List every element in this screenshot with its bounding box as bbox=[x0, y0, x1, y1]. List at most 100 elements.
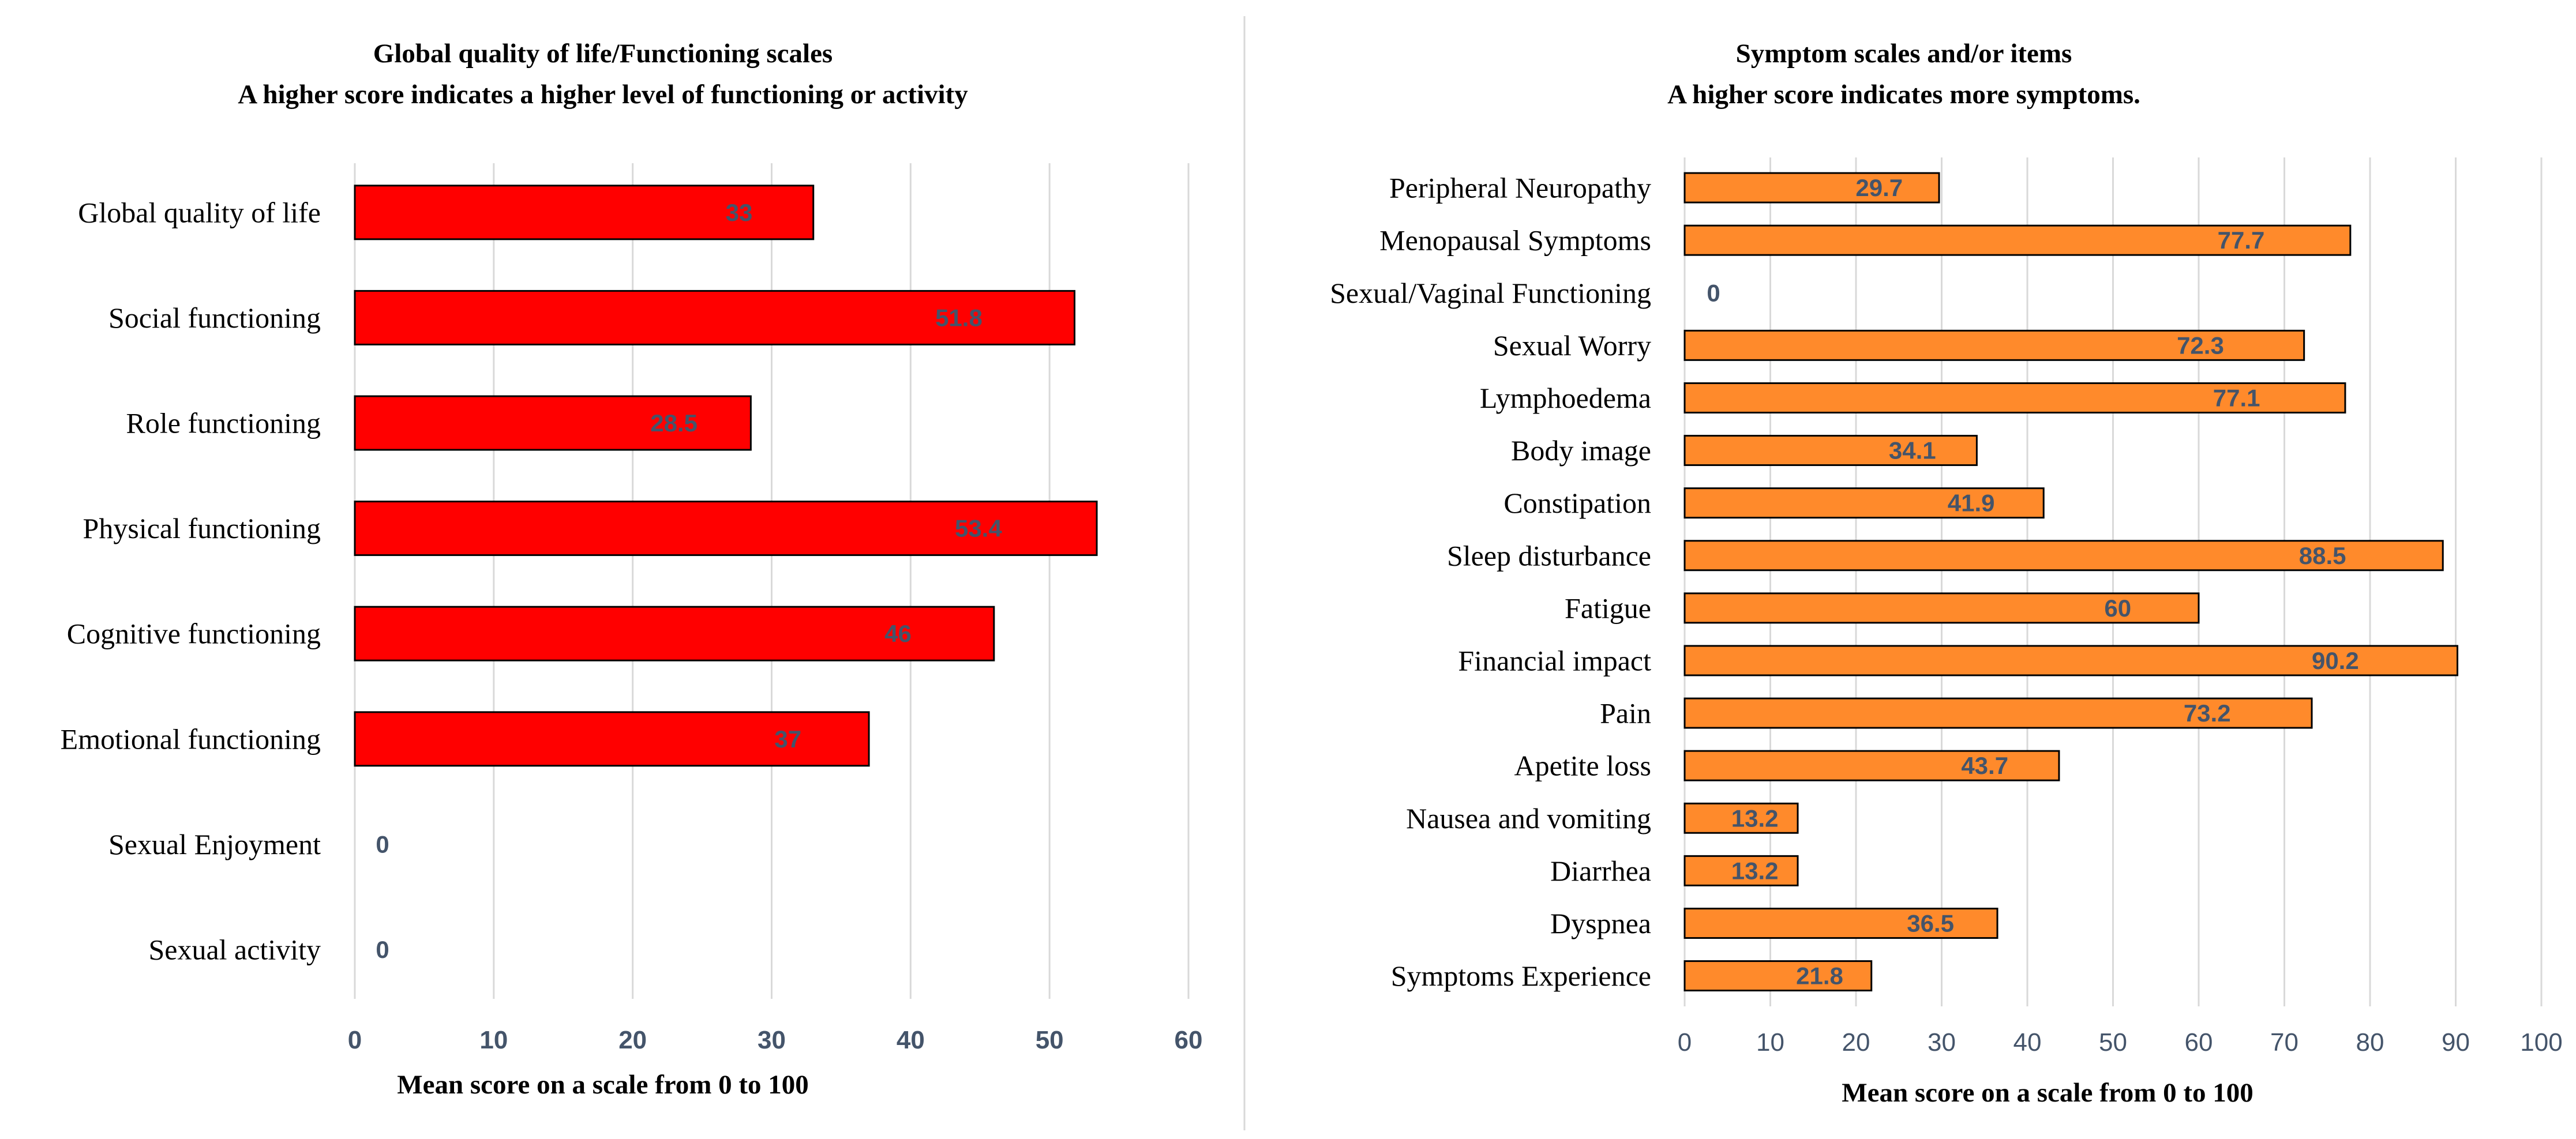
right-data-labels: 29.7 77.7 0 72.3 77.1 34.1 41.9 88.5 60 90.2 73.2 4… bbox=[1707, 174, 2358, 990]
right-bar bbox=[1683, 802, 1799, 834]
right-data-label: 77.7 bbox=[2218, 227, 2265, 254]
right-x-tick-label: 40 bbox=[2013, 1028, 2042, 1057]
right-x-tick-label: 100 bbox=[2520, 1028, 2562, 1057]
right-data-label: 90.2 bbox=[2312, 647, 2359, 674]
left-x-tick-label: 10 bbox=[479, 1026, 508, 1054]
left-bar bbox=[354, 290, 1076, 345]
right-bar bbox=[1683, 224, 2352, 256]
left-data-label: 0 bbox=[376, 936, 389, 963]
left-data-label: 28.5 bbox=[650, 409, 698, 437]
left-category-label: Sexual Enjoyment bbox=[108, 828, 321, 860]
left-bar bbox=[354, 606, 995, 661]
right-data-label: 60 bbox=[2104, 595, 2131, 622]
right-category-label: Body image bbox=[1511, 434, 1651, 467]
right-category-label: Financial impact bbox=[1458, 644, 1651, 676]
right-x-tick-label: 10 bbox=[1756, 1028, 1784, 1057]
right-category-label: Peripheral Neuropathy bbox=[1389, 172, 1651, 204]
right-data-label: 41.9 bbox=[1948, 490, 1995, 517]
left-tick-labels: 0 10 20 30 40 50 60 bbox=[348, 1026, 1203, 1054]
right-bar bbox=[1683, 592, 2200, 624]
left-x-tick-label: 60 bbox=[1175, 1026, 1203, 1054]
left-bar bbox=[354, 185, 815, 240]
right-bar bbox=[1683, 645, 2458, 676]
right-data-label: 72.3 bbox=[2177, 332, 2224, 359]
left-category-label: Emotional functioning bbox=[61, 723, 321, 755]
right-x-tick-label: 30 bbox=[1928, 1028, 1956, 1057]
left-category-label: Global quality of life bbox=[78, 196, 321, 228]
right-category-label: Sexual Worry bbox=[1493, 329, 1651, 362]
left-data-label: 37 bbox=[774, 725, 801, 753]
left-data-labels: 33 51.8 28.5 53.4 46 37 0 0 bbox=[376, 199, 1002, 963]
left-x-axis-label: Mean score on a scale from 0 to 100 bbox=[397, 1070, 809, 1100]
right-bar bbox=[1683, 960, 1873, 992]
right-category-label: Apetite loss bbox=[1514, 750, 1651, 782]
symptom-chart: Symptom scales and/or items A higher sco… bbox=[1330, 39, 2563, 1108]
right-data-label: 73.2 bbox=[2184, 700, 2231, 727]
right-bar bbox=[1683, 855, 1799, 886]
right-x-axis-label: Mean score on a scale from 0 to 100 bbox=[1842, 1078, 2253, 1108]
right-category-label: Fatigue bbox=[1565, 592, 1651, 624]
right-tick-labels: 0 10 20 30 40 50 60 70 80 90 100 bbox=[1678, 1028, 2563, 1057]
right-category-labels: Peripheral Neuropathy Menopausal Symptoms… bbox=[1330, 172, 1651, 993]
left-x-tick-label: 40 bbox=[897, 1026, 925, 1054]
left-data-label: 46 bbox=[884, 620, 912, 647]
left-bar bbox=[354, 395, 752, 451]
left-data-label: 0 bbox=[376, 830, 389, 858]
right-bar bbox=[1683, 697, 2313, 729]
left-x-tick-label: 0 bbox=[348, 1026, 362, 1054]
left-bar bbox=[354, 711, 870, 767]
right-category-label: Dyspnea bbox=[1550, 907, 1651, 939]
left-data-label: 51.8 bbox=[935, 304, 983, 331]
right-category-label: Nausea and vomiting bbox=[1406, 802, 1651, 834]
left-x-tick-label: 20 bbox=[618, 1026, 647, 1054]
left-data-label: 33 bbox=[726, 199, 753, 226]
right-data-label: 29.7 bbox=[1855, 174, 1903, 201]
functioning-chart: Global quality of life/Functioning scale… bbox=[61, 39, 1203, 1100]
right-category-label: Sleep disturbance bbox=[1447, 539, 1651, 572]
right-bar bbox=[1683, 329, 2305, 361]
right-data-label: 21.8 bbox=[1796, 963, 1843, 990]
right-bar bbox=[1683, 907, 1998, 939]
right-bars bbox=[1683, 172, 2458, 992]
right-x-tick-label: 90 bbox=[2442, 1028, 2470, 1057]
left-category-label: Physical functioning bbox=[83, 512, 321, 544]
left-x-tick-label: 50 bbox=[1036, 1026, 1064, 1054]
right-data-label: 34.1 bbox=[1889, 437, 1936, 464]
right-x-tick-label: 50 bbox=[2099, 1028, 2127, 1057]
left-category-label: Cognitive functioning bbox=[67, 618, 321, 650]
right-category-label: Sexual/Vaginal Functioning bbox=[1330, 277, 1651, 309]
right-category-label: Symptoms Experience bbox=[1391, 960, 1651, 992]
right-data-label: 88.5 bbox=[2299, 542, 2346, 569]
right-x-tick-label: 60 bbox=[2185, 1028, 2213, 1057]
right-x-tick-label: 80 bbox=[2356, 1028, 2384, 1057]
left-x-tick-label: 30 bbox=[758, 1026, 786, 1054]
right-bar bbox=[1683, 487, 2045, 519]
right-data-label: 13.2 bbox=[1731, 805, 1779, 832]
left-chart-subtitle: A higher score indicates a higher level … bbox=[238, 80, 968, 110]
left-category-label: Role functioning bbox=[126, 407, 321, 439]
left-category-label: Social functioning bbox=[108, 302, 321, 334]
left-chart-title: Global quality of life/Functioning scale… bbox=[373, 39, 833, 69]
right-category-label: Constipation bbox=[1503, 487, 1651, 519]
left-data-label: 53.4 bbox=[955, 515, 1002, 542]
right-data-label: 13.2 bbox=[1731, 857, 1779, 884]
right-category-label: Lymphoedema bbox=[1480, 382, 1651, 414]
left-category-labels: Global quality of life Social functioning… bbox=[61, 196, 321, 965]
right-data-label: 0 bbox=[1707, 279, 1720, 306]
right-category-label: Diarrhea bbox=[1550, 855, 1651, 887]
right-bar bbox=[1683, 382, 2346, 414]
left-bar bbox=[354, 501, 1098, 557]
right-x-tick-label: 0 bbox=[1678, 1028, 1692, 1057]
right-bar bbox=[1683, 435, 1978, 467]
right-category-label: Pain bbox=[1600, 697, 1651, 730]
right-chart-title: Symptom scales and/or items bbox=[1736, 39, 2072, 69]
left-bars bbox=[354, 185, 1098, 767]
left-category-label: Sexual activity bbox=[148, 934, 321, 966]
right-data-label: 77.1 bbox=[2213, 384, 2260, 411]
right-data-label: 36.5 bbox=[1907, 909, 1954, 937]
right-chart-subtitle: A higher score indicates more symptoms. bbox=[1667, 80, 2140, 110]
right-x-tick-label: 70 bbox=[2270, 1028, 2298, 1057]
right-category-label: Menopausal Symptoms bbox=[1379, 224, 1651, 257]
